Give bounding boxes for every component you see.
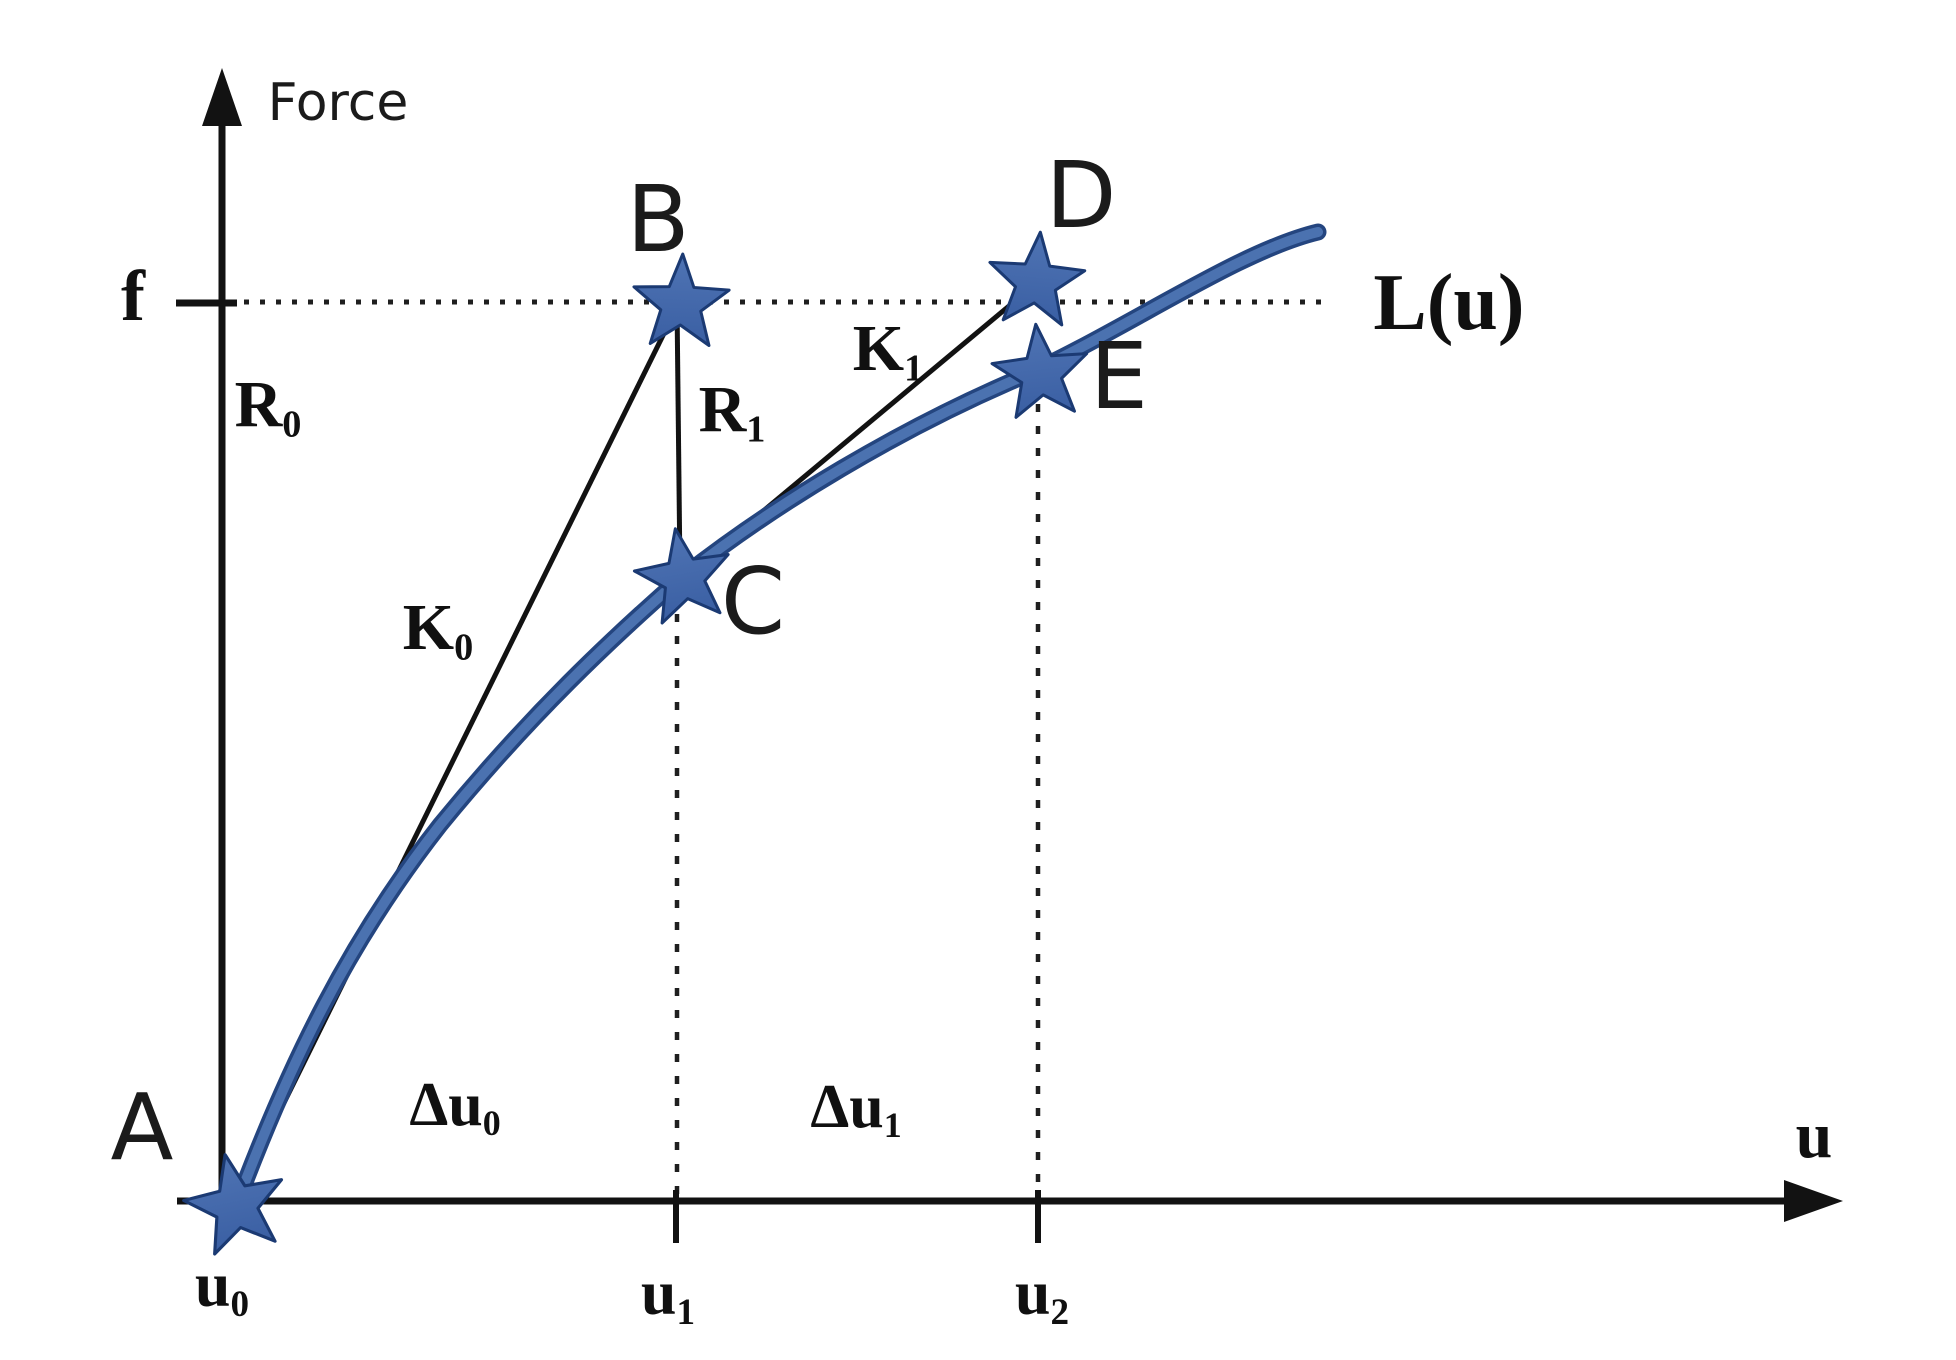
annotation-du1-sub: 1 bbox=[883, 1105, 902, 1146]
annotation-r1-sub: 1 bbox=[746, 408, 766, 451]
tick-label-u0-base: u bbox=[194, 1248, 231, 1320]
tick-label-u1-sub: 1 bbox=[676, 1292, 696, 1334]
annotation-k0: K0 bbox=[403, 595, 473, 667]
annotation-du0-sub: 0 bbox=[482, 1103, 501, 1144]
y-axis-arrowhead-icon bbox=[202, 68, 242, 126]
annotation-r0: R0 bbox=[235, 372, 302, 444]
tick-label-u2: u2 bbox=[1015, 1260, 1070, 1334]
r1-residual-line bbox=[674, 303, 683, 575]
resistance-curve bbox=[228, 227, 1323, 1219]
annotation-k1-base: K bbox=[852, 312, 905, 386]
annotation-du1-base: Δu bbox=[810, 1072, 884, 1141]
annotation-k0-sub: 0 bbox=[454, 626, 474, 669]
f-level-label: f bbox=[121, 256, 145, 336]
annotation-du0-base: Δu bbox=[409, 1070, 483, 1139]
annotation-k1-sub: 1 bbox=[904, 347, 924, 390]
star-marker-e bbox=[986, 317, 1095, 421]
tick-label-u1: u1 bbox=[641, 1260, 696, 1334]
tick-label-u1-base: u bbox=[640, 1256, 677, 1328]
tick-label-u0: u0 bbox=[195, 1252, 250, 1326]
tick-label-u2-sub: 2 bbox=[1050, 1292, 1070, 1334]
annotation-k1: K1 bbox=[853, 316, 923, 388]
point-label-d: D bbox=[1045, 142, 1117, 249]
tick-label-u0-sub: 0 bbox=[230, 1284, 250, 1326]
annotation-r0-sub: 0 bbox=[282, 403, 302, 446]
x-axis-title: u bbox=[1795, 1099, 1833, 1172]
annotation-k0-base: K bbox=[402, 591, 455, 665]
resistance-curve-outline bbox=[224, 223, 1327, 1223]
annotation-r1: R1 bbox=[699, 377, 766, 449]
point-label-e: E bbox=[1089, 323, 1149, 430]
x-axis-arrowhead-icon bbox=[1784, 1180, 1843, 1222]
point-label-b: B bbox=[626, 166, 690, 273]
point-label-c: C bbox=[720, 548, 786, 655]
y-axis-title: Force bbox=[267, 73, 409, 133]
annotation-du1: Δu1 bbox=[810, 1076, 901, 1144]
tick-label-u2-base: u bbox=[1014, 1256, 1051, 1328]
load-curve-label: L(u) bbox=[1373, 259, 1525, 347]
annotation-du0: Δu0 bbox=[409, 1074, 500, 1142]
annotation-r0-base: R bbox=[234, 368, 283, 442]
annotation-r1-base: R bbox=[698, 373, 747, 447]
point-label-a: A bbox=[110, 1074, 174, 1181]
